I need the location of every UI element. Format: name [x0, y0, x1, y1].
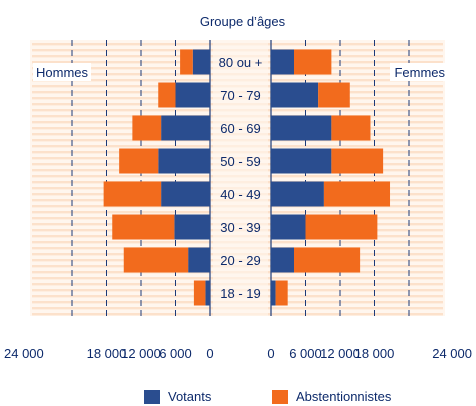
bar-femmes-abstentionnistes [294, 49, 332, 75]
x-tick-label-right: 6 000 [289, 346, 322, 361]
bar-femmes-votants [271, 280, 276, 306]
hommes-label-bg [33, 63, 91, 81]
bar-hommes-votants [205, 280, 210, 306]
striped-background [30, 40, 445, 316]
bar-hommes-votants [161, 115, 210, 141]
x-tick-label-left: 12 000 [121, 346, 161, 361]
legend-swatch-abstentionnistes [272, 390, 288, 404]
legend: Votants Abstentionnistes [144, 389, 392, 404]
bar-hommes-abstentionnistes [180, 49, 193, 75]
bar-femmes-votants [271, 214, 306, 240]
bar-hommes-votants [192, 49, 210, 75]
bar-femmes-abstentionnistes [318, 82, 350, 108]
bar-femmes-abstentionnistes [294, 247, 361, 273]
left-panel-label: Hommes [36, 65, 89, 80]
right-panel-label: Femmes [394, 65, 445, 80]
x-tick-label-left: 24 000 [4, 346, 44, 361]
x-tick-label-left: 18 000 [87, 346, 127, 361]
bar-femmes-votants [271, 247, 294, 273]
legend-label-votants: Votants [168, 389, 212, 404]
chart-title: Groupe d’âges [200, 14, 286, 29]
x-tick-label-right: 24 000 [432, 346, 472, 361]
age-group-label: 50 - 59 [220, 154, 260, 169]
bar-femmes-votants [271, 49, 294, 75]
bar-hommes-abstentionnistes [119, 148, 159, 174]
legend-swatch-votants [144, 390, 160, 404]
labels: 80 ou + 70 - 79 60 - 69 50 - 59 40 - 49 30 - … [4, 14, 472, 361]
bar-femmes-votants [271, 148, 332, 174]
age-group-label: 40 - 49 [220, 187, 260, 202]
bar-femmes-votants [271, 115, 332, 141]
x-tick-label-right: 18 000 [355, 346, 395, 361]
bar-hommes-votants [161, 181, 210, 207]
x-tick-label-left: 0 [206, 346, 213, 361]
age-group-label: 70 - 79 [220, 88, 260, 103]
bar-hommes-abstentionnistes [193, 280, 206, 306]
x-tick-label-right: 12 000 [320, 346, 360, 361]
bar-femmes-votants [271, 181, 324, 207]
bar-hommes-votants [188, 247, 210, 273]
bar-femmes-abstentionnistes [323, 181, 391, 207]
bar-femmes-abstentionnistes [331, 115, 371, 141]
bars [103, 49, 391, 306]
bar-hommes-abstentionnistes [112, 214, 175, 240]
age-group-label: 80 ou + [219, 55, 263, 70]
bar-hommes-abstentionnistes [158, 82, 176, 108]
age-label-band [213, 40, 268, 316]
x-tick-label-right: 0 [267, 346, 274, 361]
age-group-label: 60 - 69 [220, 121, 260, 136]
age-group-label: 30 - 39 [220, 220, 260, 235]
bar-hommes-votants [175, 82, 210, 108]
age-group-label: 20 - 29 [220, 253, 260, 268]
bar-hommes-abstentionnistes [103, 181, 162, 207]
bar-hommes-abstentionnistes [132, 115, 162, 141]
bar-femmes-abstentionnistes [331, 148, 384, 174]
bar-femmes-abstentionnistes [305, 214, 378, 240]
x-tick-label-left: 6 000 [159, 346, 192, 361]
femmes-label-bg [390, 63, 448, 81]
bar-hommes-votants [158, 148, 210, 174]
bar-femmes-abstentionnistes [275, 280, 288, 306]
bar-femmes-votants [271, 82, 319, 108]
age-group-label: 18 - 19 [220, 286, 260, 301]
legend-label-abstentionnistes: Abstentionnistes [296, 389, 392, 404]
bar-hommes-votants [174, 214, 210, 240]
bar-hommes-abstentionnistes [123, 247, 189, 273]
